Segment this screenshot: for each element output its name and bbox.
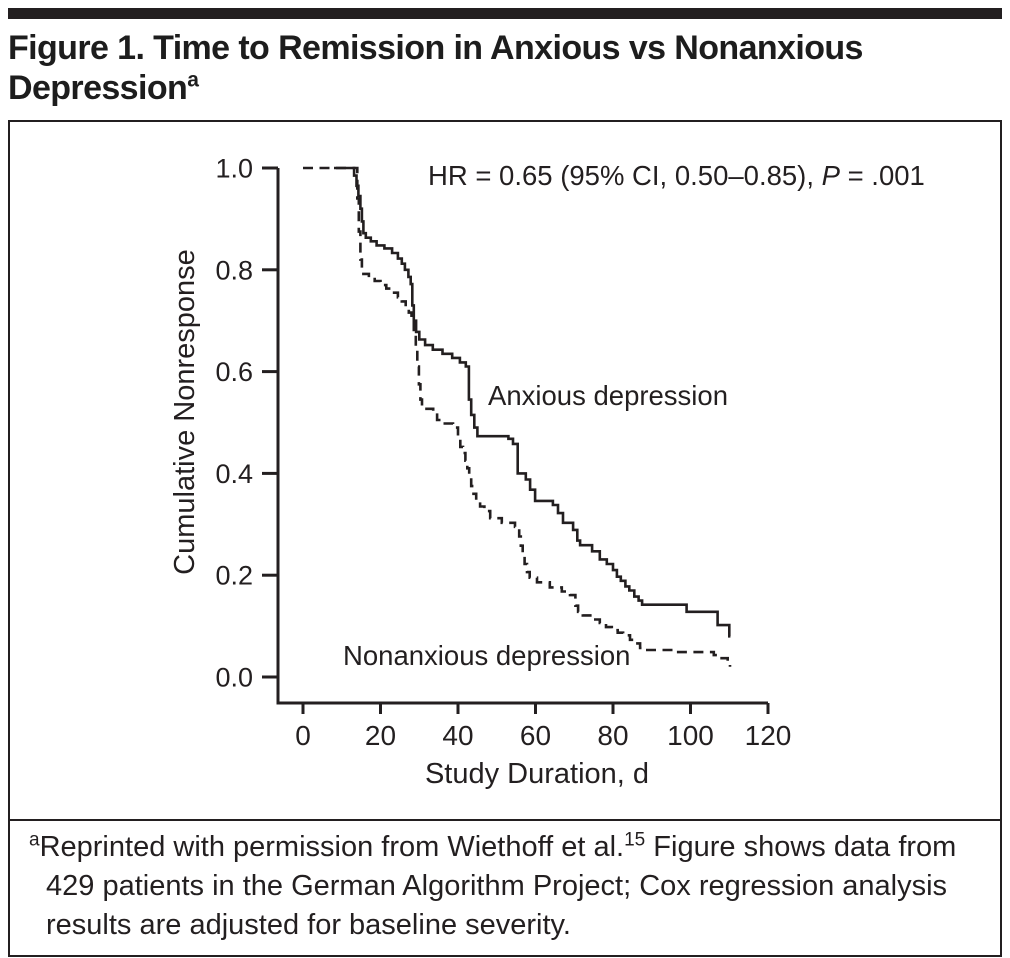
y-axis-title: Cumulative Nonresponse (169, 249, 201, 575)
y-tick-label: 1.0 (215, 154, 253, 184)
figure-title-superscript: a (187, 68, 199, 92)
x-tick-label: 100 (667, 720, 714, 751)
y-tick-label: 0.0 (215, 663, 253, 693)
y-tick-label: 0.2 (215, 561, 253, 591)
hr-annotation: HR = 0.65 (95% CI, 0.50–0.85), P = .001 (428, 160, 925, 191)
y-tick-label: 0.4 (215, 459, 253, 489)
footnote-reference-number: 15 (624, 829, 646, 851)
y-tick-label: 0.6 (215, 357, 253, 387)
footnote-marker: a (29, 829, 40, 851)
hr-annotation-prefix: HR = 0.65 (95% CI, 0.50–0.85), (428, 160, 822, 191)
x-tick-label: 60 (520, 720, 551, 751)
axes-frame (276, 168, 768, 705)
hr-annotation-p: P (822, 160, 841, 191)
x-tick-label: 0 (295, 720, 311, 751)
chart-svg: HR = 0.65 (95% CI, 0.50–0.85), P = .001 … (169, 154, 925, 791)
series-label-nonanxious: Nonanxious depression (343, 640, 630, 671)
y-tick-label: 0.8 (215, 255, 253, 285)
footnote-text-1: Reprinted with permission from Wiethoff … (39, 831, 625, 863)
chart-area: HR = 0.65 (95% CI, 0.50–0.85), P = .001 … (10, 122, 1000, 819)
title-top-rule (8, 8, 1002, 19)
footnote-text-2: Figure shows data from 429 patients in t… (46, 831, 957, 941)
x-tick-label: 120 (745, 720, 792, 751)
series-label-anxious: Anxious depression (488, 380, 728, 411)
x-tick-label: 20 (365, 720, 396, 751)
x-axis-title: Study Duration, d (425, 758, 649, 790)
series-curve-anxious (334, 166, 731, 638)
figure-title-line1: Figure 1. Time to Remission in Anxious v… (8, 29, 863, 67)
x-tick-label: 80 (597, 720, 628, 751)
figure-box: HR = 0.65 (95% CI, 0.50–0.85), P = .001 … (8, 120, 1002, 957)
figure-title-line2: Depression (8, 69, 188, 107)
x-tick-label: 40 (442, 720, 473, 751)
figure-title: Figure 1. Time to Remission in Anxious v… (8, 28, 1002, 108)
series-curve-nonanxious (303, 166, 732, 667)
figure-footnote: aReprinted with permission from Wiethoff… (10, 819, 1000, 955)
hr-annotation-pvalue: = .001 (840, 160, 925, 191)
